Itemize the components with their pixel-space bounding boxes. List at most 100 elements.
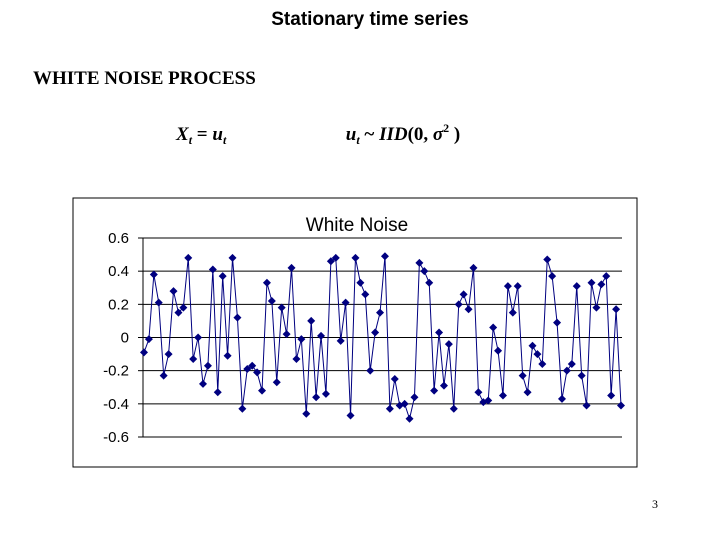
marker xyxy=(228,253,237,262)
marker xyxy=(307,316,316,325)
marker xyxy=(523,388,532,397)
marker xyxy=(346,411,355,420)
formula: ut ~ IID(0, σ2 ) xyxy=(322,121,474,147)
marker xyxy=(351,253,360,262)
marker xyxy=(366,366,375,375)
y-tick-label: 0.2 xyxy=(108,296,129,313)
marker xyxy=(528,341,537,350)
formula-sub: t xyxy=(223,133,227,147)
marker xyxy=(607,391,616,400)
marker xyxy=(262,278,271,287)
y-tick-label: -0.4 xyxy=(103,396,129,413)
marker xyxy=(425,278,434,287)
marker xyxy=(208,265,217,274)
marker xyxy=(400,399,409,408)
marker xyxy=(538,360,547,369)
marker xyxy=(518,371,527,380)
marker xyxy=(233,313,242,322)
marker xyxy=(390,374,399,383)
marker xyxy=(248,361,257,370)
marker xyxy=(287,263,296,272)
formula-part: u xyxy=(346,124,357,145)
marker xyxy=(174,308,183,317)
marker xyxy=(464,305,473,314)
marker xyxy=(371,328,380,337)
marker xyxy=(474,388,483,397)
marker xyxy=(194,333,203,342)
formula-part: σ xyxy=(433,124,444,145)
marker xyxy=(548,272,557,281)
marker xyxy=(494,346,503,355)
marker xyxy=(331,253,340,262)
formula-part: u xyxy=(212,124,223,145)
marker xyxy=(405,414,414,423)
page-number: 3 xyxy=(652,497,658,511)
marker xyxy=(439,381,448,390)
marker xyxy=(597,280,606,289)
marker xyxy=(449,404,458,413)
marker xyxy=(513,282,522,291)
marker xyxy=(498,391,507,400)
formula-part: X xyxy=(175,124,190,145)
marker xyxy=(302,409,311,418)
marker xyxy=(140,348,148,357)
marker xyxy=(543,255,552,264)
marker xyxy=(435,328,444,337)
marker xyxy=(587,278,596,287)
marker xyxy=(484,396,493,405)
y-tick-label: 0 xyxy=(121,330,129,347)
marker xyxy=(199,379,208,388)
marker xyxy=(297,335,306,344)
marker xyxy=(572,282,581,291)
chart-title: White Noise xyxy=(306,215,408,236)
y-tick-label: 0.6 xyxy=(108,230,129,247)
marker xyxy=(341,298,350,307)
marker xyxy=(179,303,188,312)
marker xyxy=(258,386,267,395)
marker xyxy=(612,305,621,314)
y-tick-label: -0.2 xyxy=(103,363,129,380)
y-tick-label: 0.4 xyxy=(108,263,129,280)
marker xyxy=(617,401,625,410)
chart-frame xyxy=(72,197,638,468)
marker xyxy=(144,335,153,344)
marker xyxy=(317,331,326,340)
marker xyxy=(380,252,389,261)
formula-sub: t xyxy=(189,133,193,147)
formula-part: IID xyxy=(378,124,408,145)
marker xyxy=(454,300,463,309)
marker xyxy=(253,368,262,377)
marker xyxy=(567,360,576,369)
marker xyxy=(562,366,571,375)
marker xyxy=(169,287,178,296)
marker xyxy=(164,350,173,359)
marker xyxy=(159,371,168,380)
marker xyxy=(149,270,158,279)
marker xyxy=(321,389,330,398)
marker xyxy=(203,361,212,370)
marker xyxy=(430,386,439,395)
formula-part: ) xyxy=(449,124,460,145)
marker xyxy=(218,272,227,281)
marker xyxy=(577,371,586,380)
marker xyxy=(336,336,345,345)
marker xyxy=(415,258,424,267)
marker xyxy=(376,308,385,317)
marker xyxy=(223,351,232,360)
formula-part: = xyxy=(192,124,212,145)
marker xyxy=(272,378,281,387)
formula-sub: t xyxy=(356,133,360,147)
marker xyxy=(385,404,394,413)
marker xyxy=(267,297,276,306)
formula-part: (0, xyxy=(408,124,433,145)
marker xyxy=(213,388,222,397)
slide-title: Stationary time series xyxy=(271,9,468,30)
marker xyxy=(592,303,601,312)
marker xyxy=(444,340,453,349)
marker xyxy=(508,308,517,317)
marker xyxy=(557,394,566,403)
marker xyxy=(238,404,247,413)
marker xyxy=(469,263,478,272)
formula-sup: 2 xyxy=(443,121,449,135)
